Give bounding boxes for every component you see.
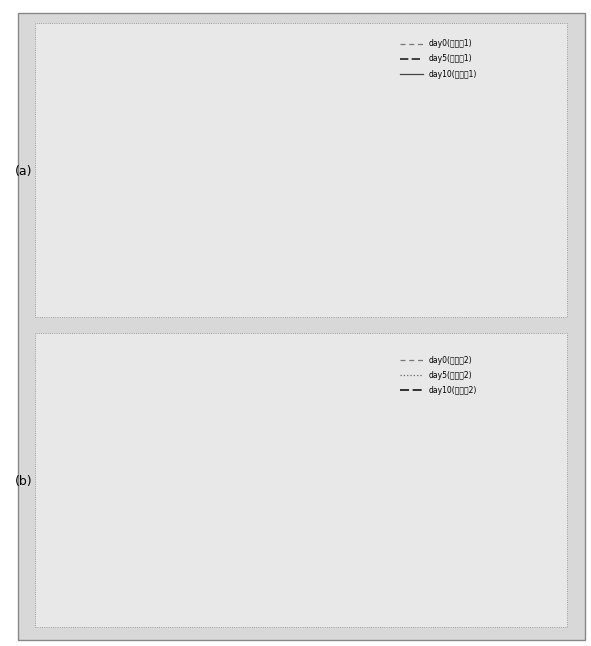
Y-axis label: Concentration (B6 particles/ ml): Concentration (B6 particles/ ml) [53,432,58,521]
Legend: day0(実施例2), day5(実施例2), day10(実施例2): day0(実施例2), day5(実施例2), day10(実施例2) [400,356,477,395]
Text: (a): (a) [15,165,33,178]
Text: (b): (b) [15,475,33,488]
X-axis label: Bubble diameter [nm]: Bubble diameter [nm] [192,605,269,612]
Title: Saline : 50% glucose = 60 : 40: Saline : 50% glucose = 60 : 40 [161,34,300,43]
Legend: day0(実施例1), day5(実施例1), day10(実施例1): day0(実施例1), day5(実施例1), day10(実施例1) [400,39,477,79]
Y-axis label: Concentration (B6 particles/ ml): Concentration (B6 particles/ ml) [53,116,58,204]
Title: Saline : 50% glucose = 20 : 80: Saline : 50% glucose = 20 : 80 [161,351,300,360]
X-axis label: Bubble diameter [nm]: Bubble diameter [nm] [192,289,269,295]
